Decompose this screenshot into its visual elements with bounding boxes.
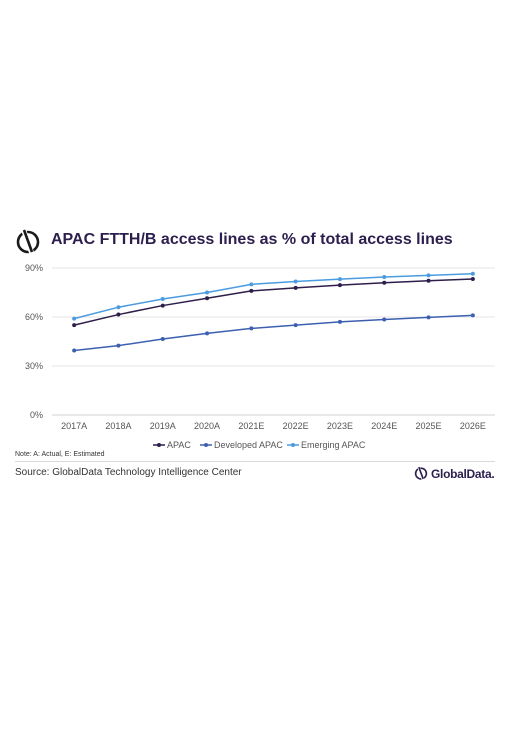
legend-label: Emerging APAC <box>301 440 366 450</box>
data-point <box>470 313 475 318</box>
data-point <box>382 280 387 285</box>
data-point <box>116 305 121 310</box>
legend-marker <box>204 443 208 447</box>
legend-marker <box>157 443 161 447</box>
x-axis-ticks: 2017A 2018A 2019A 2020A 2021E 2022E 2023E 2024E… <box>61 421 486 431</box>
data-point <box>205 331 210 336</box>
data-point <box>205 290 210 295</box>
x-tick-label: 2026E <box>460 421 486 431</box>
brand-name: GlobalData. <box>431 467 495 481</box>
y-tick-label: 0% <box>30 410 43 420</box>
data-point <box>426 315 431 320</box>
data-point <box>116 312 121 317</box>
data-point <box>160 297 165 302</box>
data-point <box>72 316 77 321</box>
y-tick-label: 60% <box>25 312 43 322</box>
data-point <box>249 282 254 287</box>
data-point <box>293 279 298 284</box>
x-tick-label: 2019A <box>150 421 176 431</box>
data-point <box>470 276 475 281</box>
data-point <box>293 285 298 290</box>
y-tick-label: 30% <box>25 361 43 371</box>
chart-title: APAC FTTH/B access lines as % of total a… <box>51 231 453 248</box>
data-point <box>337 283 342 288</box>
data-point <box>72 348 77 353</box>
x-tick-label: 2024E <box>371 421 397 431</box>
chart-header: APAC FTTH/B access lines as % of total a… <box>15 227 495 257</box>
line-chart: 0% 30% 60% 90% 2017A 2018A 2019A 2020A 2021E 202… <box>25 263 495 450</box>
data-point <box>116 343 121 348</box>
x-tick-label: 2018A <box>105 421 131 431</box>
legend-label: APAC <box>167 440 191 450</box>
data-point <box>205 296 210 301</box>
y-tick-label: 90% <box>25 263 43 273</box>
chart-note: Note: A: Actual, E: Estimated <box>15 451 105 458</box>
data-point <box>426 273 431 278</box>
data-point <box>382 274 387 279</box>
series-line <box>73 278 473 326</box>
x-tick-label: 2022E <box>283 421 309 431</box>
series-lines <box>72 271 475 353</box>
data-point <box>470 271 475 276</box>
data-point <box>160 303 165 308</box>
x-tick-label: 2025E <box>416 421 442 431</box>
data-point <box>249 288 254 293</box>
x-tick-label: 2020A <box>194 421 220 431</box>
series-line <box>73 272 473 320</box>
legend-marker <box>291 443 295 447</box>
data-point <box>426 278 431 283</box>
data-point <box>337 319 342 324</box>
data-point <box>337 277 342 282</box>
data-point <box>160 337 165 342</box>
footer-divider <box>15 461 495 462</box>
globaldata-brand-icon <box>414 465 428 481</box>
data-point <box>72 323 77 328</box>
series-line <box>74 314 473 352</box>
data-point <box>293 323 298 328</box>
source-text: Source: GlobalData Technology Intelligen… <box>15 467 242 478</box>
data-point <box>382 317 387 322</box>
legend: APAC Developed APAC Emerging APAC <box>153 440 366 450</box>
y-axis-ticks: 0% 30% 60% 90% <box>25 263 43 420</box>
globaldata-logo-icon <box>16 227 40 255</box>
data-point <box>249 326 254 331</box>
x-tick-label: 2017A <box>61 421 87 431</box>
legend-label: Developed APAC <box>214 440 283 450</box>
x-tick-label: 2023E <box>327 421 353 431</box>
x-tick-label: 2021E <box>238 421 264 431</box>
